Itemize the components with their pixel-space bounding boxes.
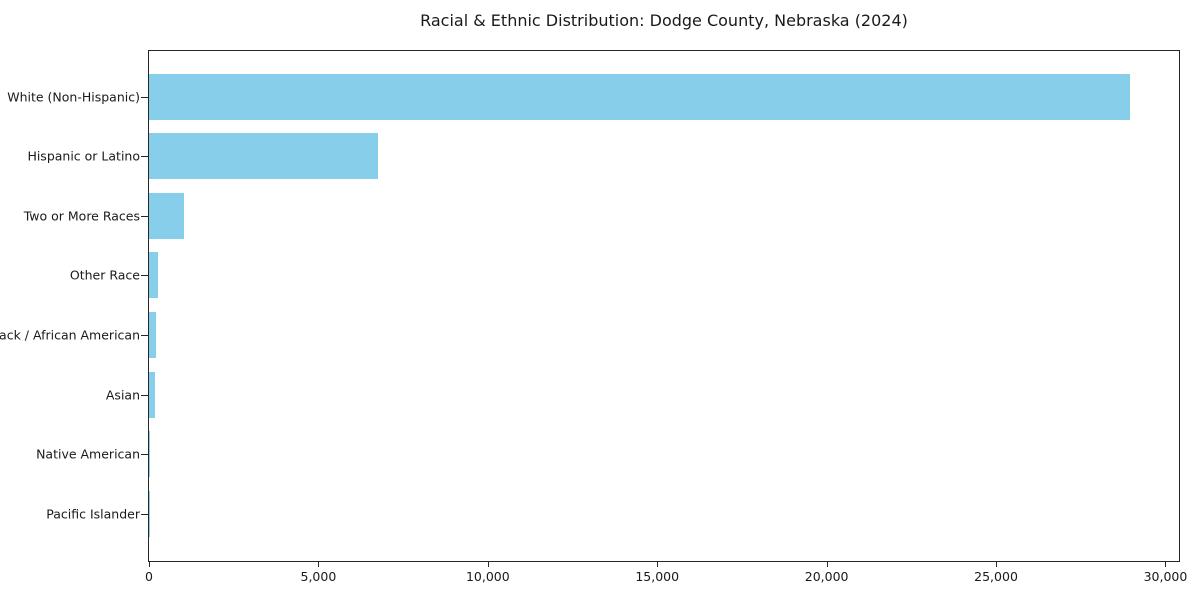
y-tick-mark [141, 156, 148, 158]
y-tick-mark [141, 513, 148, 515]
x-tick-label: 10,000 [465, 569, 510, 584]
x-tick-mark [826, 561, 828, 567]
chart-title: Racial & Ethnic Distribution: Dodge Coun… [420, 11, 908, 30]
x-tick-mark [996, 561, 998, 567]
bar [149, 431, 151, 478]
x-tick-mark [149, 561, 150, 567]
x-tick-label: 5,000 [300, 569, 337, 584]
y-tick-mark [141, 275, 148, 277]
x-tick-mark [487, 561, 489, 567]
bar [149, 133, 378, 180]
y-tick-mark [141, 96, 148, 98]
bar [149, 73, 1130, 120]
y-tick-mark [141, 394, 148, 396]
y-tick-mark [141, 454, 148, 456]
category-label: Two or More Races [23, 208, 140, 224]
bar [149, 371, 155, 418]
y-tick-mark [141, 335, 148, 336]
x-tick-label: 0 [145, 569, 153, 584]
category-label: Asian [105, 387, 140, 403]
x-tick-label: 25,000 [974, 569, 1018, 584]
x-tick-mark [318, 561, 320, 567]
category-label: Other Race [69, 267, 140, 283]
x-tick-label: 15,000 [635, 569, 680, 584]
category-label: Native American [36, 446, 140, 462]
x-tick-label: 30,000 [1143, 569, 1188, 584]
category-label: Hispanic or Latino [27, 148, 140, 164]
x-tick-label: 20,000 [804, 569, 849, 584]
y-tick-mark [141, 215, 148, 217]
plot-area [148, 50, 1180, 562]
x-tick-mark [657, 561, 659, 567]
category-label: Pacific Islander [46, 506, 140, 522]
bar [149, 252, 159, 299]
category-label: White (Non-Hispanic) [7, 89, 140, 104]
bar [149, 312, 156, 358]
x-tick-mark [1165, 561, 1167, 567]
bar [149, 192, 185, 239]
category-label: Black / African American [0, 327, 140, 343]
bar [149, 490, 150, 537]
